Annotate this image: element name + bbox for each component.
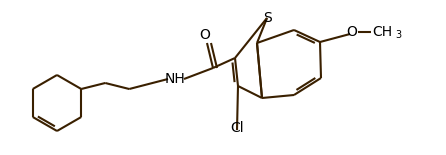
Text: O: O <box>199 28 211 42</box>
Text: S: S <box>263 11 271 25</box>
Text: CH: CH <box>372 25 392 39</box>
Text: O: O <box>347 25 357 39</box>
Text: NH: NH <box>165 72 186 86</box>
Text: Cl: Cl <box>230 121 244 135</box>
Text: 3: 3 <box>395 30 401 40</box>
